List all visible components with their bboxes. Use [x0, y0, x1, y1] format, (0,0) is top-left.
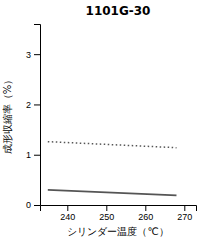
line	[48, 190, 177, 196]
y-axis: 0 1 2 3	[26, 25, 41, 211]
tick-mark	[34, 205, 40, 206]
tick-label: 240	[60, 212, 75, 222]
tick: 2	[26, 100, 40, 110]
chart: 240 250 260 270 0 1 2 3 1101G-30 シリンダー温度（℃） 成形収縮率（…	[0, 0, 206, 241]
tick-label: 1	[26, 150, 31, 160]
tick-label: 0	[26, 200, 31, 210]
tick: 3	[26, 50, 40, 60]
axis-line	[34, 25, 41, 206]
tick-label: 250	[99, 212, 114, 222]
tick-mark	[34, 155, 40, 156]
line	[48, 142, 177, 148]
tick: 260	[138, 205, 153, 222]
tick: 270	[177, 205, 192, 222]
y-axis-title: 成形収縮率（%）	[2, 75, 13, 155]
tick: 0	[26, 200, 40, 210]
tick-mark	[106, 205, 107, 211]
tick-label: 270	[177, 212, 192, 222]
x-axis-title: シリンダー温度（℃）	[67, 226, 168, 237]
tick: 1	[26, 150, 40, 160]
x-axis: 240 250 260 270	[41, 205, 197, 222]
tick: 250	[99, 205, 114, 222]
axis-line	[41, 206, 197, 212]
title: 1101G-30	[86, 4, 151, 18]
tick-label: 3	[26, 50, 31, 60]
tick-mark	[34, 54, 40, 55]
tick-mark	[145, 205, 146, 211]
tick-mark	[34, 104, 40, 105]
plot: 240 250 260 270 0 1 2 3	[26, 25, 197, 223]
tick-label: 260	[138, 212, 153, 222]
tick-mark	[184, 205, 185, 211]
tick-mark	[67, 205, 68, 211]
marks	[48, 142, 177, 196]
tick-label: 2	[26, 100, 31, 110]
tick: 240	[60, 205, 75, 222]
